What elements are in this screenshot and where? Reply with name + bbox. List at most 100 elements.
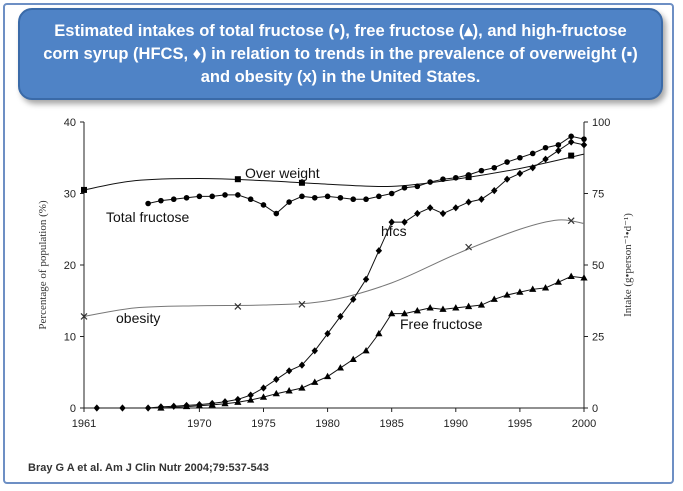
free-fructose-point [323, 372, 332, 380]
label-overweight: Over weight [245, 165, 320, 181]
hfcs-point [375, 247, 383, 255]
over-weight-point [234, 176, 241, 183]
free-fructose-point [234, 398, 242, 405]
hfcs-point [388, 218, 395, 226]
total-fructose-point [504, 159, 510, 165]
free-fructose-point [285, 387, 293, 394]
total-fructose-point [247, 196, 254, 203]
title-banner: Estimated intakes of total fructose (•),… [18, 8, 663, 100]
label-free-fructose: Free fructose [400, 316, 483, 332]
y-right-tick-label: 100 [592, 117, 610, 129]
total-fructose-point [145, 200, 151, 207]
total-fructose-point [299, 193, 305, 200]
total-fructose-point [222, 192, 228, 198]
total-fructose-point [388, 190, 395, 197]
free-fructose-point [580, 274, 588, 281]
hfcs-point [529, 164, 536, 172]
series-markers [80, 133, 588, 412]
free-fructose-point [362, 347, 370, 354]
total-fructose-point [568, 133, 574, 140]
free-fructose-point [465, 302, 473, 310]
hfcs-point [414, 209, 421, 218]
hfcs-point [247, 391, 254, 399]
hfcs-point [555, 147, 562, 155]
free-fructose-point [221, 399, 229, 407]
over-weight-point [568, 152, 575, 159]
free-fructose-point [426, 304, 434, 311]
total-fructose-point [517, 154, 523, 161]
free-fructose-point [208, 401, 216, 408]
label-total-fructose: Total fructose [106, 209, 189, 225]
total-fructose-point [414, 183, 421, 190]
total-fructose-point [183, 194, 190, 201]
label-obesity: obesity [116, 310, 160, 326]
free-fructose-point [529, 285, 537, 292]
hfcs-point [542, 155, 549, 163]
free-fructose-point [567, 272, 575, 280]
label-hfcs: hfcs [381, 223, 407, 239]
free-fructose-point [554, 278, 562, 285]
hfcs-point [580, 141, 588, 149]
total-fructose-point [260, 202, 267, 208]
hfcs-point [401, 218, 408, 226]
hfcs-point [452, 204, 459, 212]
y-left-tick-label: 30 [64, 189, 76, 201]
over-weight-point [298, 179, 305, 186]
axes [83, 122, 585, 409]
free-fructose-point [375, 329, 383, 337]
obesity-point [567, 217, 575, 225]
free-fructose-point [439, 305, 447, 312]
x-tick-label: 1995 [508, 418, 532, 430]
free-fructose-point [413, 306, 421, 314]
free-fructose-point [182, 402, 191, 410]
total-fructose-point [286, 199, 292, 205]
free-fructose-line [160, 275, 585, 409]
hfcs-point [439, 209, 447, 218]
hfcs-point [273, 375, 280, 383]
hfcs-point [298, 361, 306, 369]
y-left-tick-label: 0 [70, 403, 76, 415]
chart-title: Estimated intakes of total fructose (•),… [43, 21, 638, 86]
free-fructose-point [272, 389, 280, 397]
hfcs-point [503, 175, 511, 183]
free-fructose-point [400, 309, 409, 317]
x-tick-label: 1970 [187, 418, 211, 430]
total-fructose-point [376, 193, 382, 200]
hfcs-point [350, 295, 357, 303]
total-fructose-point [235, 192, 241, 198]
y-axis-right-label: Intake (g•person⁻¹•d⁻¹) [622, 213, 634, 317]
hfcs-point [567, 138, 575, 146]
hfcs-point [491, 187, 498, 195]
total-fructose-point [465, 172, 472, 178]
hfcs-point [362, 275, 370, 283]
hfcs-point [337, 312, 344, 321]
total-fructose-point [491, 164, 498, 171]
over-weight-point [81, 186, 87, 193]
hfcs-point [285, 367, 293, 375]
total-fructose-point [273, 210, 280, 217]
over-weight-line [83, 153, 585, 191]
ticks: 1961 1970 1975 1980 1985 1990 1995 2000 0 10 20 30 4… [64, 117, 611, 430]
hfcs-point [119, 404, 126, 412]
x-tick-label: 1961 [72, 418, 96, 430]
total-fructose-point [440, 176, 446, 182]
obesity-point [80, 313, 88, 320]
total-fructose-point [363, 196, 369, 203]
free-fructose-point [195, 401, 203, 409]
total-fructose-point [542, 144, 549, 151]
free-fructose-point [516, 288, 524, 295]
free-fructose-point [247, 396, 255, 403]
x-tick-label: 1975 [251, 418, 275, 430]
obesity-line [83, 219, 585, 317]
total-fructose-point [581, 136, 587, 142]
obesity-point [234, 303, 242, 310]
free-fructose-point [490, 295, 498, 302]
hfcs-point [260, 384, 267, 392]
total-fructose-point [529, 150, 536, 157]
free-fructose-point [311, 378, 319, 385]
total-fructose-point [311, 194, 318, 201]
hfcs-point [324, 330, 331, 338]
hfcs-point [516, 169, 524, 178]
x-tick-label: 1980 [315, 418, 339, 430]
y-left-tick-label: 20 [64, 260, 76, 272]
